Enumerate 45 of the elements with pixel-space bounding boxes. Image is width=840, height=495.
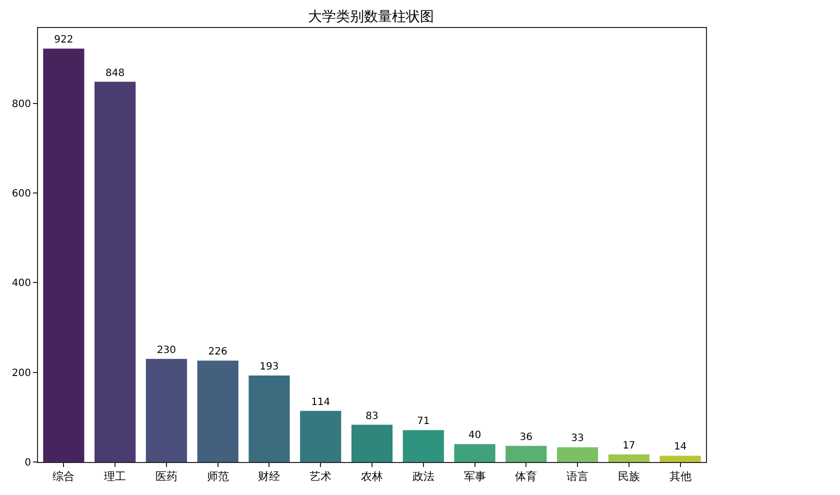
x-tick-label: 其他 (669, 470, 692, 484)
y-tick-label: 200 (12, 368, 31, 379)
x-tick-label: 体育 (515, 470, 538, 484)
bar (506, 446, 547, 462)
bar (146, 358, 188, 462)
bar (660, 456, 701, 462)
x-tick-label: 政法 (412, 470, 434, 484)
y-tick-label: 0 (24, 458, 31, 468)
data-label: 17 (622, 440, 636, 452)
data-label: 230 (156, 344, 176, 356)
y-tick-label: 800 (12, 98, 31, 110)
data-label: 33 (571, 433, 584, 444)
x-tick-label: 艺术 (310, 470, 332, 484)
x-tick-label: 理工 (104, 470, 126, 484)
x-tick-label: 军事 (464, 470, 486, 484)
x-tick-label: 综合 (52, 470, 75, 484)
bar (608, 454, 650, 462)
x-tick-label: 语言 (566, 470, 589, 484)
data-label: 83 (366, 410, 378, 422)
data-label: 922 (54, 34, 74, 46)
bar (402, 430, 444, 462)
data-label: 71 (417, 416, 430, 428)
data-label: 36 (520, 432, 533, 443)
bar (248, 375, 290, 462)
bar (300, 410, 342, 462)
data-label: 193 (260, 361, 279, 372)
x-tick-label: 医药 (155, 470, 178, 484)
bar (454, 444, 496, 462)
data-label: 40 (468, 430, 482, 442)
bar (43, 48, 84, 462)
data-label: 226 (208, 346, 228, 358)
data-label: 848 (106, 68, 125, 79)
data-label: 114 (311, 396, 330, 408)
x-tick-label: 民族 (618, 470, 640, 484)
x-tick-label: 农林 (361, 470, 383, 484)
bar (197, 360, 238, 462)
chart-title: 大学类别数量柱状图 (308, 8, 434, 25)
x-tick-label: 财经 (258, 470, 280, 484)
bar (94, 82, 136, 462)
y-tick-label: 600 (12, 188, 31, 200)
y-tick-label: 400 (12, 278, 31, 290)
bar (556, 447, 598, 462)
data-label: 14 (674, 442, 687, 453)
x-tick-label: 师范 (206, 470, 229, 484)
bar (351, 424, 393, 462)
